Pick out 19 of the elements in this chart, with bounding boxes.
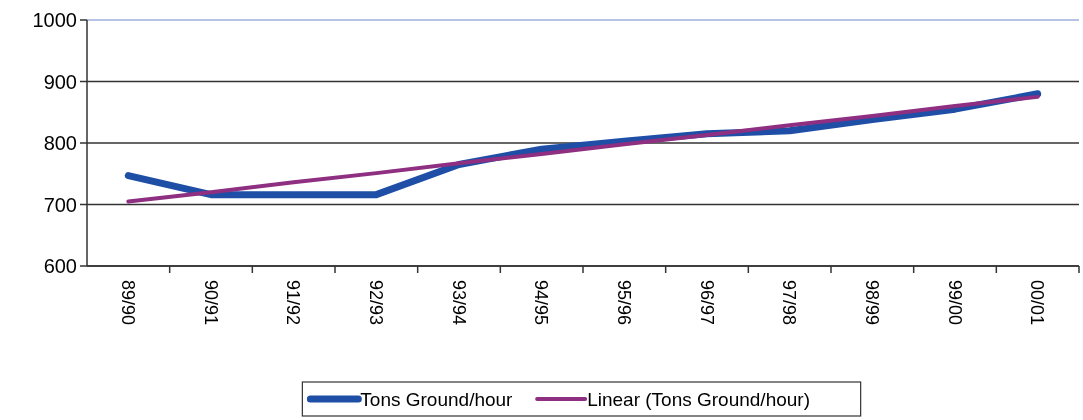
y-tick-label: 800	[43, 132, 77, 154]
x-tick-label: 00/01	[1027, 280, 1048, 326]
x-tick-label: 92/93	[366, 280, 387, 326]
x-tick-label: 89/90	[118, 280, 139, 326]
y-tick-label: 1000	[32, 9, 77, 31]
x-tick-label: 94/95	[531, 280, 552, 326]
x-tick-label: 91/92	[283, 280, 304, 326]
x-tick-label: 98/99	[862, 280, 883, 326]
legend-label: Tons Ground/hour	[360, 388, 514, 410]
y-tick-label: 600	[43, 255, 77, 277]
y-tick-label: 900	[43, 70, 77, 93]
x-tick-label: 93/94	[448, 280, 469, 326]
x-tick-label: 99/00	[944, 280, 965, 326]
x-tick-label: 95/96	[614, 280, 635, 326]
y-tick-label: 700	[43, 193, 77, 216]
legend-label: Linear (Tons Ground/hour)	[587, 388, 810, 410]
x-tick-label: 90/91	[200, 280, 221, 326]
x-tick-label: 97/98	[779, 280, 800, 326]
x-tick-label: 96/97	[696, 280, 717, 326]
